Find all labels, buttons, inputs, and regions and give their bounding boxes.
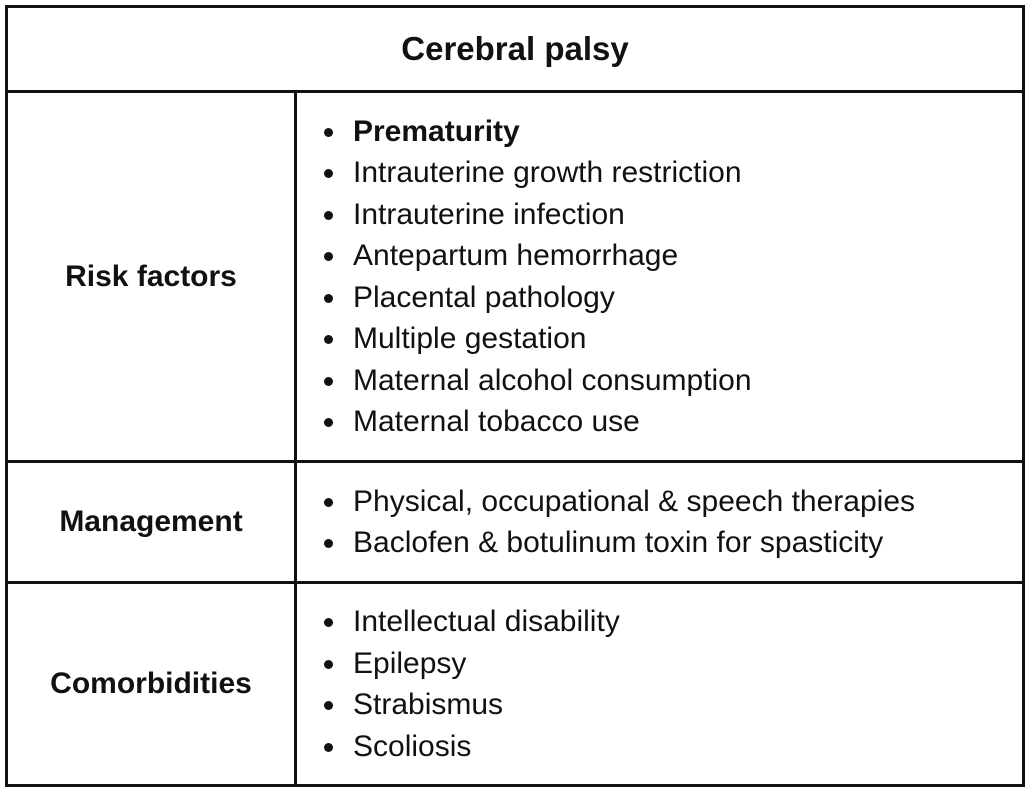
list-item: Antepartum hemorrhage — [324, 235, 1022, 277]
title-row: Cerebral palsy — [5, 5, 1025, 93]
list-item: Prematurity — [324, 111, 1022, 153]
list-item: Intellectual disability — [324, 601, 1022, 643]
row-items: Physical, occupational & speech therapie… — [294, 460, 1025, 584]
summary-table: Cerebral palsy Risk factors Prematurity In… — [5, 5, 1025, 787]
item-list: Physical, occupational & speech therapie… — [297, 481, 1022, 564]
row-label: Management — [5, 460, 297, 584]
list-item: Maternal tobacco use — [324, 401, 1022, 443]
table-head: Cerebral palsy — [5, 5, 1025, 93]
list-item: Intrauterine growth restriction — [324, 152, 1022, 194]
row-items: Intellectual disability Epilepsy Strabismu… — [294, 581, 1025, 787]
table-body: Risk factors Prematurity Intrauterine grow… — [5, 90, 1025, 787]
list-item: Scoliosis — [324, 726, 1022, 768]
list-item: Epilepsy — [324, 643, 1022, 685]
list-item: Maternal alcohol consumption — [324, 360, 1022, 402]
list-item: Intrauterine infection — [324, 194, 1022, 236]
row-items: Prematurity Intrauterine growth restricti… — [294, 90, 1025, 463]
item-list: Prematurity Intrauterine growth restricti… — [297, 111, 1022, 443]
list-item: Multiple gestation — [324, 318, 1022, 360]
table-row: Comorbidities Intellectual disability Epil… — [5, 581, 1025, 787]
table-title: Cerebral palsy — [5, 5, 1025, 93]
item-list: Intellectual disability Epilepsy Strabismu… — [297, 601, 1022, 767]
table-row: Risk factors Prematurity Intrauterine grow… — [5, 90, 1025, 463]
table-row: Management Physical, occupational & speec… — [5, 460, 1025, 584]
row-label: Risk factors — [5, 90, 297, 463]
list-item: Strabismus — [324, 684, 1022, 726]
list-item: Placental pathology — [324, 277, 1022, 319]
list-item: Physical, occupational & speech therapie… — [324, 481, 1022, 523]
row-label: Comorbidities — [5, 581, 297, 787]
list-item: Baclofen & botulinum toxin for spasticit… — [324, 522, 1022, 564]
